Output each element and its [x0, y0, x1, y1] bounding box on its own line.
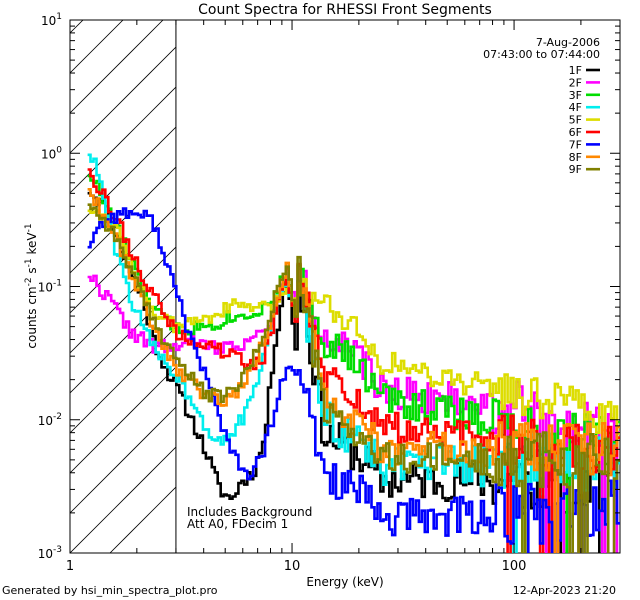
- axis-ticks: [69, 19, 621, 554]
- hatch-line: [70, 246, 177, 354]
- hatch-line: [70, 326, 177, 434]
- footer-date: 12-Apr-2023 21:20: [513, 584, 616, 597]
- y-tick-label-10: 101: [41, 12, 62, 28]
- annotation-attenuator: Att A0, FDecim 1: [187, 517, 288, 531]
- hatch-line: [70, 20, 124, 74]
- legend-label-5F: 5F: [569, 114, 582, 127]
- legend-label-1F: 1F: [569, 64, 582, 77]
- footer-generated-by: Generated by hsi_min_spectra_plot.pro: [2, 584, 218, 597]
- y-tick-labels: 101 100 10-1 10-2 10-3: [38, 12, 63, 561]
- x-tick-label-1: 1: [66, 559, 74, 574]
- hatch-line: [70, 406, 177, 514]
- x-tick-label-10: 10: [284, 559, 301, 574]
- x-tick-label-100: 100: [502, 559, 527, 574]
- hatch-line: [109, 486, 177, 553]
- series-line-9F: [87, 203, 620, 553]
- series-lines: [87, 153, 620, 553]
- hatch-line: [70, 20, 164, 114]
- legend-label-2F: 2F: [569, 76, 582, 89]
- y-tick-label-0.1: 10-1: [38, 279, 62, 295]
- annotation-background: Includes Background: [187, 505, 312, 519]
- hatch-line: [70, 126, 177, 234]
- y-axis-label: counts cm-2 s-1 keV-1: [24, 223, 39, 348]
- hatch-line: [70, 286, 177, 394]
- series-line-6F: [87, 168, 620, 553]
- hatched-region: [70, 20, 177, 553]
- hatch-line: [70, 366, 177, 474]
- date-label: 7-Aug-2006: [536, 36, 600, 49]
- legend-label-7F: 7F: [569, 138, 582, 151]
- x-axis-label: Energy (keV): [306, 575, 383, 589]
- series-line-7F: [87, 207, 620, 553]
- hatch-line: [70, 86, 177, 194]
- hatch-line: [70, 206, 177, 314]
- y-tick-label-1: 100: [41, 145, 62, 161]
- time-range-label: 07:43:00 to 07:44:00: [483, 48, 600, 61]
- legend-label-9F: 9F: [569, 163, 582, 176]
- y-tick-label-0.001: 10-3: [38, 545, 62, 561]
- hatch-line: [70, 20, 84, 34]
- hatch-line: [70, 166, 177, 274]
- legend-label-8F: 8F: [569, 151, 582, 164]
- y-tick-label-0.01: 10-2: [38, 412, 62, 428]
- series-line-1F: [87, 191, 620, 553]
- chart-title: Count Spectra for RHESSI Front Segments: [198, 2, 492, 18]
- hatch-line: [70, 46, 177, 154]
- hatch-line: [70, 446, 177, 553]
- legend-label-3F: 3F: [569, 89, 582, 102]
- legend-label-4F: 4F: [569, 101, 582, 114]
- legend-label-6F: 6F: [569, 126, 582, 139]
